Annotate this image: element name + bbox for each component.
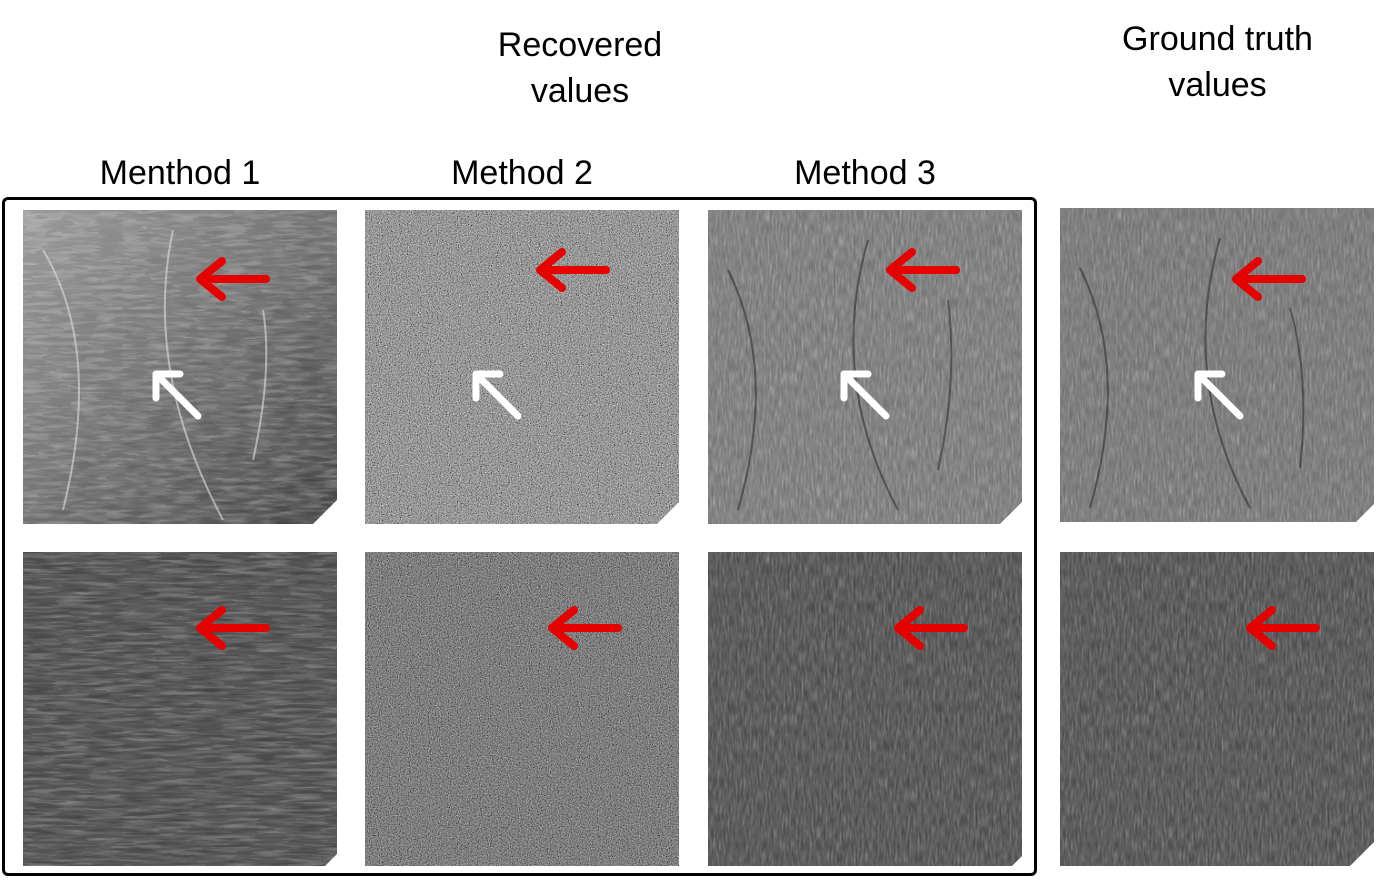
panel-method-1-bottom [23,552,337,866]
column-label-method-3: Method 3 [794,154,936,192]
column-label-method-2: Method 2 [451,154,593,192]
column-label-method-1: Menthod 1 [99,154,261,192]
panel-method-3-top [708,210,1022,524]
panel-ground-truth-bottom [1060,552,1374,866]
panel-method-2-top [365,210,679,524]
ground-truth-values-title: Ground truth values [1122,20,1313,104]
recovered-values-frame [2,197,1037,876]
recovered-values-title: Recovered values [497,26,663,110]
panel-method-3-bottom [708,552,1022,866]
panel-ground-truth-top [1060,208,1374,522]
panel-method-2-bottom [365,552,679,866]
panel-method-1-top [23,210,337,524]
